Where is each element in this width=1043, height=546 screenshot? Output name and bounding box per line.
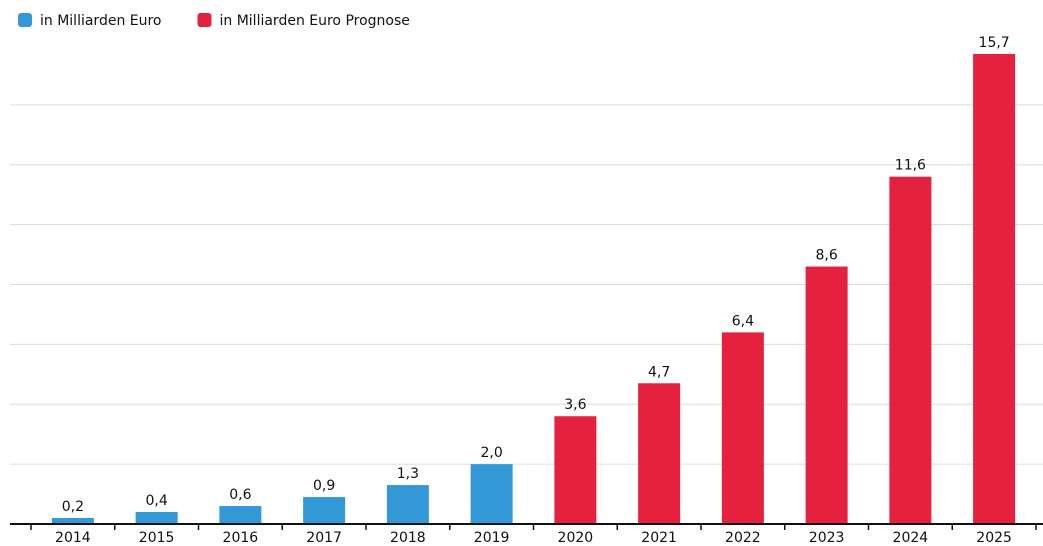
x-tick-label: 2019 bbox=[474, 530, 510, 546]
bar bbox=[973, 53, 1016, 525]
bar bbox=[638, 383, 681, 524]
data-label: 6,4 bbox=[732, 313, 754, 329]
legend-swatch bbox=[18, 13, 32, 27]
legend-label: in Milliarden Euro Prognose bbox=[220, 13, 410, 29]
x-tick-label: 2017 bbox=[306, 530, 342, 546]
data-label: 0,4 bbox=[145, 493, 167, 509]
data-label: 0,2 bbox=[62, 499, 84, 515]
x-tick-label: 2018 bbox=[390, 530, 426, 546]
data-label: 8,6 bbox=[815, 248, 837, 264]
x-tick-label: 2014 bbox=[55, 530, 91, 546]
data-label: 0,6 bbox=[229, 487, 251, 503]
data-label: 2,0 bbox=[480, 445, 502, 461]
data-label: 15,7 bbox=[979, 35, 1010, 51]
bar bbox=[889, 176, 932, 524]
bar bbox=[135, 512, 178, 524]
x-tick-label: 2016 bbox=[223, 530, 259, 546]
bar bbox=[386, 485, 429, 524]
data-label: 3,6 bbox=[564, 397, 586, 413]
bar bbox=[470, 464, 513, 524]
x-tick-label: 2022 bbox=[725, 530, 761, 546]
bar bbox=[51, 518, 94, 524]
bar bbox=[219, 506, 262, 524]
bar bbox=[303, 497, 346, 524]
bar bbox=[805, 266, 848, 524]
bar bbox=[721, 332, 764, 524]
x-tick-label: 2020 bbox=[558, 530, 594, 546]
bar bbox=[554, 416, 597, 524]
x-tick-label: 2021 bbox=[641, 530, 677, 546]
data-label: 0,9 bbox=[313, 478, 335, 494]
x-tick-label: 2023 bbox=[809, 530, 845, 546]
data-label: 4,7 bbox=[648, 364, 670, 380]
data-label: 1,3 bbox=[397, 466, 419, 482]
x-tick-label: 2015 bbox=[139, 530, 175, 546]
x-tick-label: 2025 bbox=[976, 530, 1012, 546]
legend-swatch bbox=[197, 13, 212, 27]
x-tick-label: 2024 bbox=[893, 530, 929, 546]
legend-label: in Milliarden Euro bbox=[40, 13, 162, 29]
data-label: 11,6 bbox=[895, 158, 926, 174]
